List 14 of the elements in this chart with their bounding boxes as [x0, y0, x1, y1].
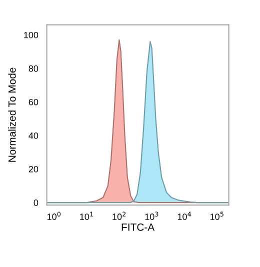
y-axis-title: Normalized To Mode: [8, 68, 16, 162]
x-tick-label: 10$^{0}$: [47, 212, 61, 220]
y-tick-label: 80: [28, 65, 38, 72]
y-tick-label: 100: [24, 32, 38, 38]
y-tick-label: 40: [28, 132, 38, 139]
x-tick-label: 10$^{2}$: [112, 212, 126, 220]
x-tick-label: 10$^{4}$: [178, 212, 191, 220]
y-tick-label: 20: [28, 166, 38, 172]
x-tick-label: 10$^{3}$: [145, 212, 158, 220]
y-tick-label: 60: [28, 98, 38, 106]
y-tick-label: 0: [34, 200, 38, 206]
x-axis-title: FITC-A: [122, 223, 155, 231]
x-tick-label: 10$^{1}$: [80, 212, 93, 220]
x-tick-label: 10$^{5}$: [210, 212, 224, 220]
